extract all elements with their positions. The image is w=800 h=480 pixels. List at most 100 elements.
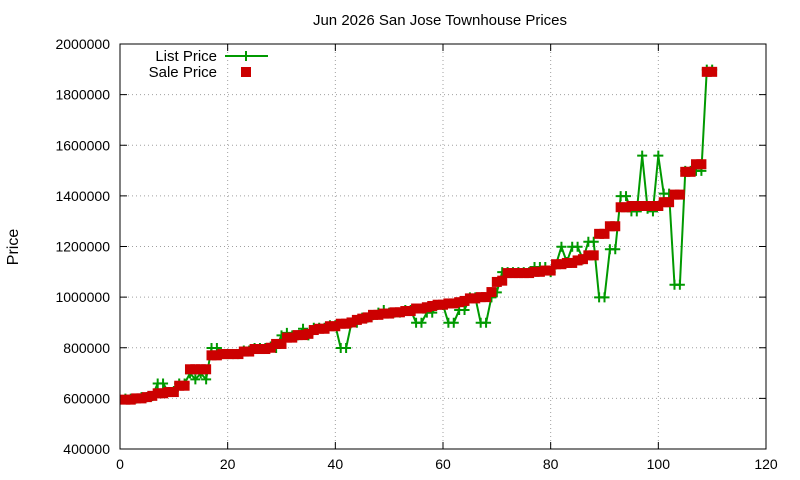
- list-price-point: [481, 317, 492, 328]
- sale-price-point: [222, 349, 233, 360]
- sale-price-point: [341, 318, 352, 329]
- sale-price-point: [190, 364, 201, 375]
- sale-price-point: [314, 323, 325, 334]
- x-tick-label: 60: [435, 456, 451, 472]
- sale-price-point: [384, 308, 395, 319]
- sale-price-point: [653, 201, 664, 211]
- sale-price-point: [292, 330, 303, 341]
- sale-price-point: [674, 189, 685, 200]
- sale-price-point: [513, 268, 524, 279]
- sale-price-point: [701, 66, 712, 77]
- list-price-point: [599, 292, 610, 303]
- sale-price-point: [486, 287, 497, 298]
- sale-price-point: [416, 303, 427, 314]
- sale-price-point: [303, 328, 314, 339]
- y-tick-label: 1600000: [55, 137, 110, 153]
- sale-price-point: [287, 332, 298, 343]
- sale-price-point: [642, 201, 653, 211]
- x-tick-label: 100: [647, 456, 671, 472]
- sale-price-point: [599, 228, 610, 239]
- list-price-point: [158, 378, 169, 389]
- y-tick-label: 1400000: [55, 188, 110, 204]
- sale-price-point: [346, 317, 357, 328]
- sale-price-point: [120, 394, 131, 405]
- sale-price-point: [389, 307, 400, 318]
- sale-price-point: [556, 259, 567, 270]
- sale-price-point: [179, 380, 190, 391]
- sale-price-point: [507, 268, 518, 279]
- y-tick-label: 2000000: [55, 36, 110, 52]
- sale-price-point: [626, 201, 637, 211]
- axes: 400000 600000 800000 1000000 1200000 1400000 1…: [55, 36, 777, 472]
- sale-price-point: [604, 221, 615, 232]
- sale-price-point: [567, 257, 578, 268]
- sale-price-point: [658, 197, 669, 208]
- sale-price-point: [529, 266, 540, 277]
- sale-price-point: [561, 257, 572, 268]
- sale-price-point: [405, 306, 416, 317]
- list-price-point: [448, 317, 459, 328]
- sale-price-point: [265, 342, 276, 353]
- sale-price-point: [254, 344, 265, 355]
- sale-price-point: [583, 250, 594, 261]
- sale-price-point: [260, 344, 271, 355]
- sale-price-point: [502, 268, 513, 279]
- sale-price-point: [319, 323, 330, 334]
- sale-price-point: [588, 250, 599, 261]
- sale-price-point: [217, 349, 228, 360]
- list-price-point: [341, 343, 352, 354]
- sale-price-point: [680, 166, 691, 177]
- sale-price-point: [621, 202, 632, 213]
- sale-price-point: [454, 297, 465, 308]
- sale-price-point: [324, 321, 335, 332]
- sale-price-point: [594, 228, 605, 239]
- sale-price-point: [201, 364, 212, 375]
- sale-price-point: [136, 393, 147, 404]
- x-tick-label: 80: [543, 456, 559, 472]
- y-tick-label: 1800000: [55, 87, 110, 103]
- list-price-point: [416, 317, 427, 328]
- sale-price-point: [152, 388, 163, 399]
- series-layer: [120, 64, 718, 405]
- x-tick-label: 0: [116, 456, 124, 472]
- sale-price-point: [368, 309, 379, 320]
- series-1: [120, 66, 718, 405]
- list-price-point: [621, 191, 632, 202]
- sale-price-point: [631, 201, 642, 211]
- sale-price-point: [685, 166, 696, 177]
- sale-price-point: [540, 265, 551, 276]
- sale-price-point: [610, 221, 621, 232]
- sale-price-point: [524, 268, 535, 279]
- sale-price-point: [298, 330, 309, 341]
- list-price-point: [610, 244, 621, 255]
- sale-price-point: [459, 295, 470, 306]
- list-price-point: [572, 241, 583, 252]
- sale-price-point: [470, 293, 481, 304]
- sale-price-point: [696, 159, 707, 170]
- sale-price-point: [400, 306, 411, 317]
- sale-price-point: [141, 392, 152, 403]
- sale-price-point: [497, 275, 508, 286]
- sale-price-point: [184, 364, 195, 375]
- sale-price-point: [244, 346, 255, 357]
- sale-price-point: [647, 201, 658, 211]
- legend-label: List Price: [155, 48, 217, 65]
- y-axis-label: Price: [5, 229, 22, 266]
- sale-price-point: [233, 349, 244, 360]
- sale-price-point: [276, 338, 287, 349]
- sale-price-point: [308, 325, 319, 336]
- sale-price-point: [534, 266, 545, 277]
- sale-price-point: [357, 313, 368, 324]
- sale-price-point: [238, 346, 249, 357]
- list-price-point: [459, 305, 470, 316]
- sale-price-point: [249, 344, 260, 355]
- legend-label: Sale Price: [149, 64, 217, 81]
- sale-price-point: [475, 292, 486, 303]
- sale-price-point: [491, 276, 502, 287]
- sale-price-point: [378, 308, 389, 319]
- sale-price-point: [707, 66, 718, 77]
- list-price-point: [653, 150, 664, 161]
- sale-price-point: [421, 302, 432, 313]
- sale-price-point: [131, 393, 142, 404]
